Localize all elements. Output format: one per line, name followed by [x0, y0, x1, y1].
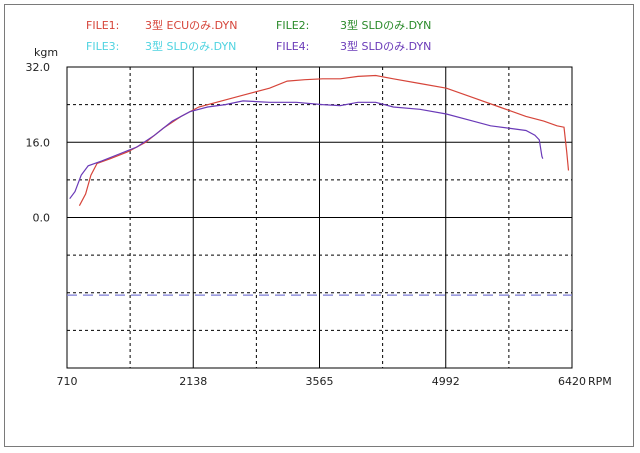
tick-labels: 710 2138 3565 4992 6420 32.0 16.0 0.0 — [26, 61, 587, 388]
legend-file3-label: FILE3: — [86, 40, 119, 53]
y-tick-label: 32.0 — [26, 61, 51, 74]
legend-file2-name: 3型 SLDのみ.DYN — [340, 18, 431, 32]
y-tick-label: 16.0 — [26, 136, 51, 149]
legend-file4-name: 3型 SLDのみ.DYN — [340, 39, 431, 53]
y-axis-label: kgm — [34, 46, 58, 59]
legend: FILE1: 3型 ECUのみ.DYN FILE2: 3型 SLDのみ.DYN … — [86, 18, 431, 53]
legend-file3-name: 3型 SLDのみ.DYN — [145, 39, 236, 53]
series-line — [78, 74, 570, 206]
x-tick-label: 4992 — [432, 375, 460, 388]
series-lines — [67, 74, 572, 296]
legend-file2-label: FILE2: — [276, 19, 309, 32]
legend-file1-name: 3型 ECUのみ.DYN — [145, 18, 238, 32]
grid — [67, 67, 572, 368]
legend-file1-label: FILE1: — [86, 19, 119, 32]
legend-file4-label: FILE4: — [276, 40, 309, 53]
x-tick-label: 710 — [57, 375, 78, 388]
x-tick-label: 3565 — [306, 375, 334, 388]
x-tick-label: 6420 — [558, 375, 586, 388]
x-tick-label: 2138 — [179, 375, 207, 388]
series-line — [69, 100, 544, 200]
x-axis-label: RPM — [588, 375, 612, 388]
y-tick-label: 0.0 — [33, 212, 51, 225]
